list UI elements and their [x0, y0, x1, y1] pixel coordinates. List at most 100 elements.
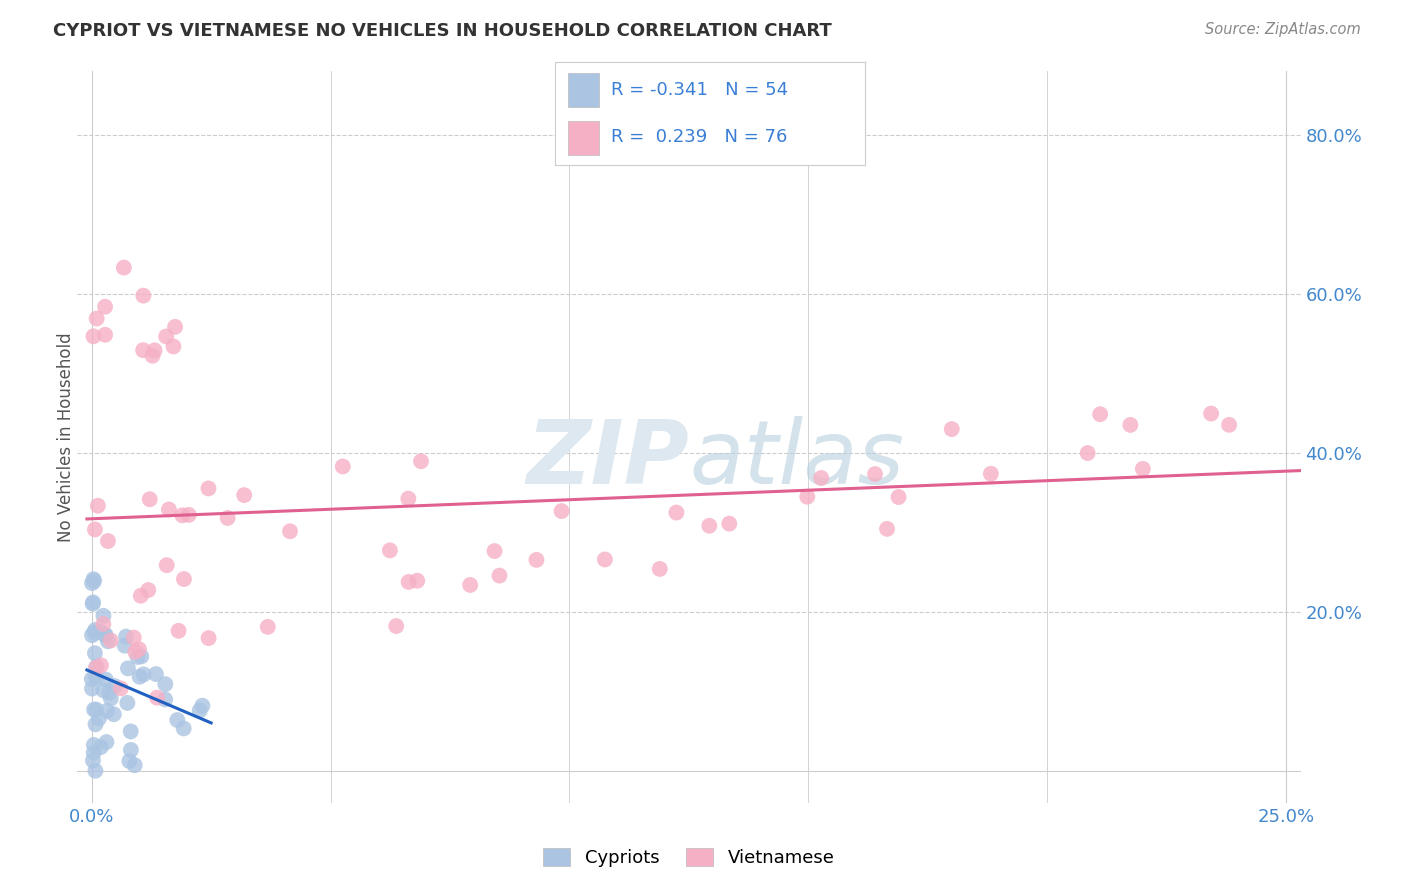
- Point: [94, 628, 117, 642]
- Point: [80, 576, 103, 591]
- Point: [593, 552, 616, 566]
- Point: [96, 735, 118, 749]
- Point: [86, 660, 108, 674]
- Point: [796, 490, 818, 504]
- Point: [143, 343, 166, 358]
- Point: [129, 589, 152, 603]
- Point: [166, 713, 188, 727]
- Point: [256, 620, 278, 634]
- Point: [124, 645, 146, 659]
- Point: [84, 661, 107, 675]
- Point: [122, 631, 145, 645]
- Point: [484, 544, 506, 558]
- Point: [80, 681, 103, 696]
- Point: [526, 553, 548, 567]
- Text: Source: ZipAtlas.com: Source: ZipAtlas.com: [1205, 22, 1361, 37]
- Text: R =  0.239   N = 76: R = 0.239 N = 76: [612, 128, 787, 146]
- Point: [1132, 462, 1154, 476]
- Point: [488, 568, 510, 582]
- Point: [124, 758, 146, 772]
- Text: CYPRIOT VS VIETNAMESE NO VEHICLES IN HOUSEHOLD CORRELATION CHART: CYPRIOT VS VIETNAMESE NO VEHICLES IN HOU…: [53, 22, 832, 40]
- Point: [132, 667, 155, 681]
- Point: [1218, 417, 1240, 432]
- Point: [173, 722, 195, 736]
- Legend: Cypriots, Vietnamese: Cypriots, Vietnamese: [536, 840, 842, 874]
- FancyBboxPatch shape: [568, 73, 599, 106]
- Point: [94, 327, 117, 342]
- Point: [177, 508, 200, 522]
- FancyBboxPatch shape: [568, 121, 599, 155]
- Text: ZIP: ZIP: [526, 416, 689, 502]
- Point: [93, 608, 115, 623]
- Point: [132, 288, 155, 302]
- Point: [80, 628, 103, 642]
- Point: [84, 670, 107, 684]
- Point: [128, 642, 150, 657]
- Point: [876, 522, 898, 536]
- Point: [82, 572, 104, 586]
- Point: [1119, 417, 1142, 432]
- Point: [409, 454, 432, 468]
- Y-axis label: No Vehicles in Household: No Vehicles in Household: [58, 332, 75, 542]
- Point: [136, 582, 159, 597]
- Point: [197, 482, 219, 496]
- Text: R = -0.341   N = 54: R = -0.341 N = 54: [612, 81, 789, 99]
- Point: [120, 743, 142, 757]
- Point: [115, 630, 138, 644]
- Point: [114, 639, 136, 653]
- Point: [117, 661, 139, 675]
- Point: [84, 623, 107, 637]
- Point: [100, 633, 122, 648]
- Point: [117, 696, 139, 710]
- Point: [142, 349, 165, 363]
- Point: [89, 624, 111, 639]
- Point: [127, 650, 149, 665]
- Point: [128, 670, 150, 684]
- Point: [120, 724, 142, 739]
- Point: [173, 572, 195, 586]
- Point: [697, 518, 720, 533]
- Point: [87, 499, 110, 513]
- Point: [94, 673, 117, 687]
- Point: [84, 703, 107, 717]
- Point: [157, 502, 180, 516]
- Point: [94, 628, 117, 642]
- Point: [84, 717, 107, 731]
- Point: [165, 319, 187, 334]
- Point: [332, 459, 354, 474]
- Point: [90, 740, 112, 755]
- Point: [138, 492, 160, 507]
- Point: [153, 692, 176, 706]
- Point: [82, 754, 104, 768]
- Point: [941, 422, 963, 436]
- Point: [197, 631, 219, 645]
- Point: [86, 311, 108, 326]
- Point: [84, 764, 107, 778]
- Point: [385, 619, 408, 633]
- Point: [132, 343, 155, 358]
- Point: [172, 508, 194, 523]
- Point: [83, 625, 105, 640]
- Point: [550, 504, 572, 518]
- Point: [145, 667, 167, 681]
- Point: [458, 578, 481, 592]
- Point: [887, 490, 910, 504]
- Point: [155, 677, 177, 691]
- Point: [118, 754, 141, 768]
- Point: [97, 534, 120, 549]
- Point: [278, 524, 301, 539]
- Point: [104, 679, 127, 693]
- Point: [396, 491, 419, 506]
- Point: [82, 597, 104, 611]
- Point: [87, 711, 110, 725]
- Point: [112, 260, 135, 275]
- Point: [191, 698, 214, 713]
- Point: [98, 685, 121, 699]
- Point: [90, 658, 112, 673]
- Point: [1088, 407, 1111, 421]
- Point: [96, 704, 118, 718]
- Point: [1077, 446, 1099, 460]
- Point: [162, 339, 184, 353]
- Point: [217, 511, 239, 525]
- Text: atlas: atlas: [689, 416, 904, 502]
